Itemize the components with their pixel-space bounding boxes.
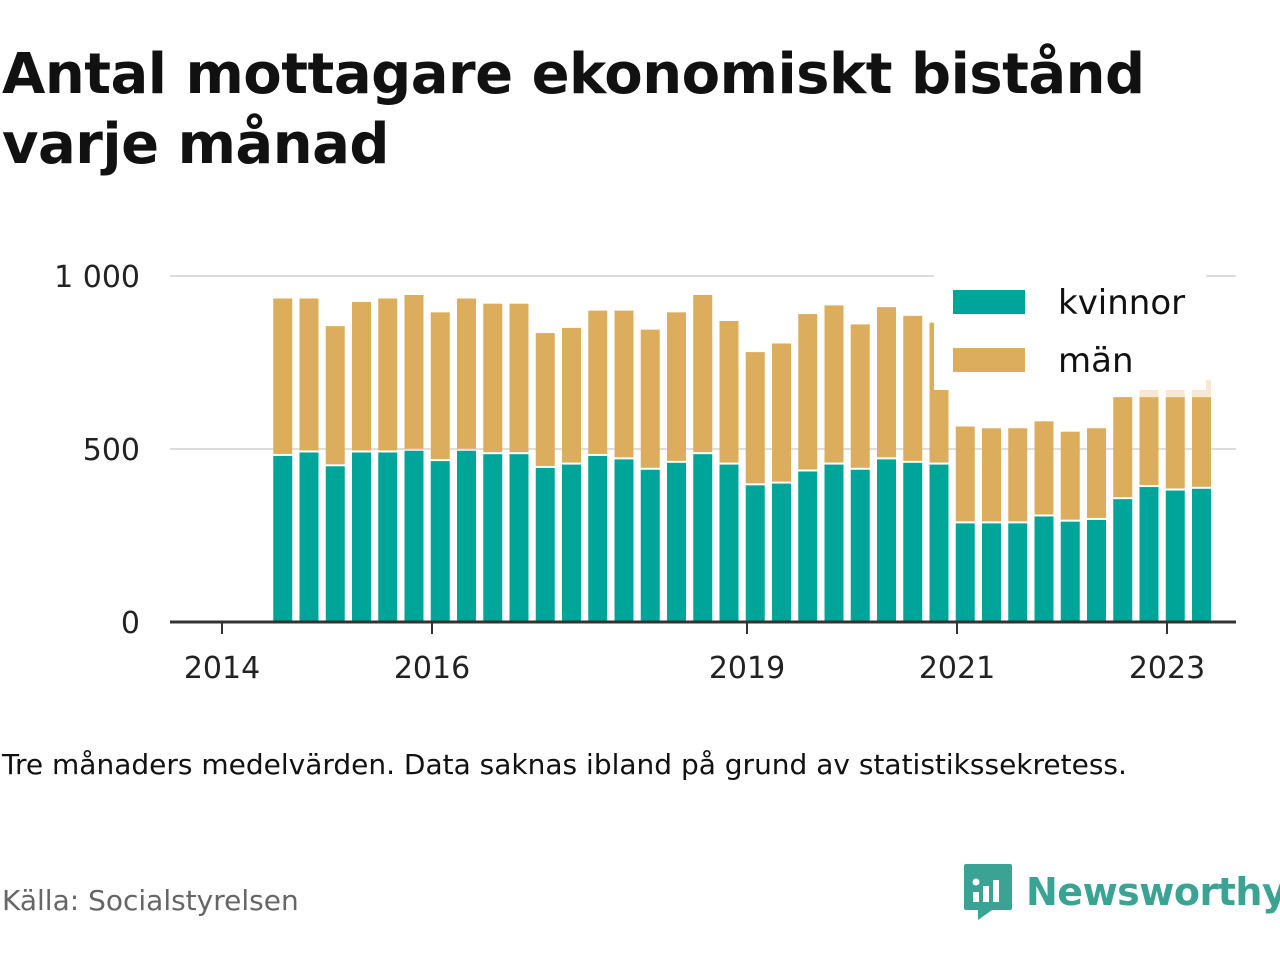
bar-kvinnor [640, 469, 660, 622]
bar-man [273, 298, 293, 454]
bar-kvinnor [824, 464, 844, 622]
bar-kvinnor [430, 461, 450, 622]
bar-kvinnor [719, 464, 739, 622]
bars [273, 295, 1211, 622]
axes: 0 500 1 000 2014 2016 2019 2021 2023 [54, 260, 1236, 686]
bar-man [614, 310, 634, 458]
bar-man [1008, 428, 1028, 522]
legend-swatch [953, 290, 1025, 314]
bar-kvinnor [1034, 516, 1054, 622]
bar-man [509, 303, 529, 453]
newsworthy-logo: Newsworthy [962, 862, 1280, 922]
bar-man [457, 298, 476, 449]
bar-kvinnor [667, 462, 686, 622]
bar-chart-logo-icon [964, 864, 1012, 920]
bar-man [1060, 431, 1080, 520]
bar-man [299, 298, 319, 451]
bar-kvinnor [982, 523, 1001, 622]
bar-man [535, 333, 555, 467]
bar-man [982, 428, 1001, 522]
bar-kvinnor [588, 455, 608, 622]
bar-kvinnor [955, 523, 975, 622]
bar-kvinnor [352, 452, 371, 622]
bar-kvinnor [299, 452, 319, 622]
bar-man [745, 352, 765, 484]
bar-man [483, 303, 503, 453]
bar-kvinnor [404, 450, 424, 622]
legend-label: kvinnor [1058, 283, 1185, 323]
bar-kvinnor [325, 466, 345, 622]
bar-kvinnor [1008, 523, 1028, 622]
bar-kvinnor [1060, 521, 1080, 622]
legend-swatch [953, 348, 1025, 372]
bar-kvinnor [1139, 487, 1159, 622]
x-tick-label: 2019 [709, 651, 785, 686]
bar-man [955, 426, 975, 522]
bar-kvinnor [483, 454, 503, 622]
x-tick-label: 2023 [1129, 651, 1205, 686]
bar-man [1165, 397, 1185, 489]
bar-man [903, 315, 923, 461]
y-tick-label: 1 000 [54, 260, 140, 295]
bar-kvinnor [772, 483, 791, 622]
bar-man [850, 324, 870, 468]
bar-kvinnor [903, 462, 923, 622]
bar-kvinnor [1165, 490, 1185, 622]
bar-kvinnor [693, 454, 713, 622]
y-tick-label: 500 [83, 433, 140, 468]
legend-label: män [1058, 341, 1134, 381]
bar-kvinnor [614, 459, 634, 622]
bar-man [325, 326, 345, 465]
bar-man [1192, 397, 1211, 487]
bar-man [667, 312, 686, 461]
bar-man [562, 327, 581, 463]
bar-kvinnor [535, 468, 555, 622]
bar-man [430, 312, 450, 460]
bar-man [1034, 421, 1054, 515]
bar-kvinnor [378, 452, 398, 622]
bar-man [1139, 397, 1159, 486]
stacked-bar-chart: 0 500 1 000 2014 2016 2019 2021 2023 kvinnor män [54, 260, 1236, 686]
bar-kvinnor [562, 464, 581, 622]
bar-man [877, 307, 896, 458]
bar-kvinnor [850, 469, 870, 622]
bar-man [640, 329, 660, 468]
bar-kvinnor [745, 485, 765, 622]
bar-man [798, 314, 818, 470]
bar-man [719, 320, 739, 463]
bar-kvinnor [273, 455, 293, 622]
bar-man [378, 298, 398, 451]
bar-kvinnor [1192, 488, 1211, 622]
x-tick-label: 2021 [919, 651, 995, 686]
bar-man [772, 343, 791, 482]
x-tick-label: 2014 [184, 651, 260, 686]
chart-title: Antal mottagare ekonomiskt bistånd varje… [2, 42, 1145, 177]
bar-man [693, 295, 713, 453]
x-tick-label: 2016 [394, 651, 470, 686]
chart-note: Tre månaders medelvärden. Data saknas ib… [2, 748, 1127, 781]
y-tick-label: 0 [121, 606, 140, 641]
legend: kvinnor män [934, 272, 1206, 390]
bar-kvinnor [798, 471, 818, 622]
bar-man [1087, 428, 1106, 518]
bar-kvinnor [877, 459, 896, 622]
bar-kvinnor [509, 454, 529, 622]
source-credit: Källa: Socialstyrelsen [2, 884, 299, 917]
bar-man [352, 301, 371, 451]
bar-kvinnor [1113, 499, 1133, 622]
bar-kvinnor [457, 450, 476, 622]
bar-man [824, 305, 844, 463]
bar-kvinnor [1087, 519, 1106, 622]
bar-man [404, 295, 424, 449]
brand-name: Newsworthy [1026, 870, 1280, 914]
bar-man [1113, 397, 1133, 498]
bar-man [588, 310, 608, 454]
bar-kvinnor [929, 464, 949, 622]
